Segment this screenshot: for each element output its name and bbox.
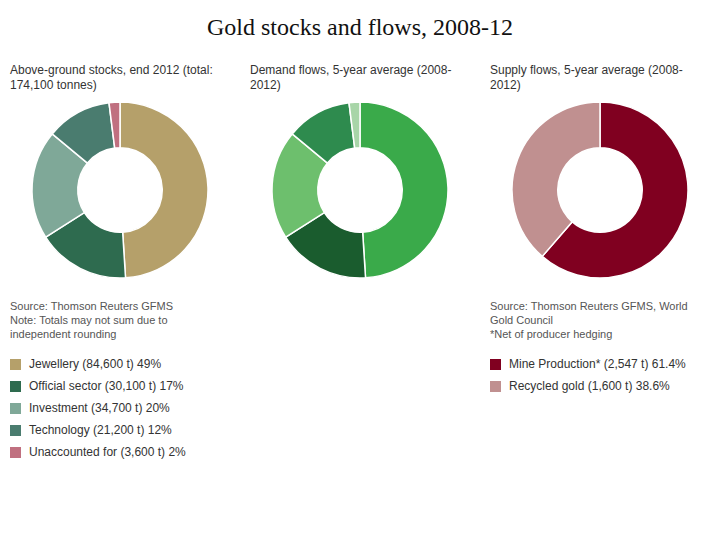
legend-label: Mine Production* (2,547 t) 61.4%: [509, 357, 686, 371]
legend-label: Jewellery (84,600 t) 49%: [29, 357, 161, 371]
legend-label: Official sector (30,100 t) 17%: [29, 379, 184, 393]
legend-swatch: [490, 381, 501, 392]
annotation: Source: Thomson Reuters GFMS: [10, 299, 230, 313]
legend-swatch: [10, 447, 21, 458]
legend-swatch: [10, 381, 21, 392]
slices: [512, 102, 688, 278]
legend-label: Unaccounted for (3,600 t) 2%: [29, 445, 186, 459]
chart-title: Supply flows, 5-year average (2008-2012): [490, 63, 710, 95]
chart: [10, 95, 230, 285]
legend-item: Technology (21,200 t) 12%: [10, 419, 230, 441]
legend-swatch: [10, 359, 21, 370]
legend-swatch: [10, 403, 21, 414]
legend: Mine Production* (2,547 t) 61.4% Recycled…: [490, 353, 710, 397]
chart-row: Above-ground stocks, end 2012 (total: 17…: [0, 63, 720, 285]
notes-column: Source: Thomson Reuters GFMS, World Gold…: [480, 299, 720, 463]
chart: [490, 95, 710, 285]
legend-item: Investment (34,700 t) 20%: [10, 397, 230, 419]
legend-item: Unaccounted for (3,600 t) 2%: [10, 441, 230, 463]
legend-item: Official sector (30,100 t) 17%: [10, 375, 230, 397]
legend-swatch: [10, 425, 21, 436]
chart: [250, 95, 470, 285]
legend-item: Jewellery (84,600 t) 49%: [10, 353, 230, 375]
notes-column: [240, 299, 480, 463]
annotation: Source: Thomson Reuters GFMS, World Gold…: [490, 299, 710, 327]
page: Gold stocks and flows, 2008-12 Above-grou…: [0, 0, 720, 540]
slice: [109, 102, 120, 148]
legend-item: Mine Production* (2,547 t) 61.4%: [490, 353, 710, 375]
legend: Jewellery (84,600 t) 49% Official sector …: [10, 353, 230, 463]
chart-column: Above-ground stocks, end 2012 (total: 17…: [0, 63, 240, 285]
slice: [120, 102, 208, 278]
legend-swatch: [490, 359, 501, 370]
slice: [52, 103, 115, 163]
slice: [512, 102, 600, 256]
page-title: Gold stocks and flows, 2008-12: [0, 14, 720, 41]
chart-column: Demand flows, 5-year average (2008-2012): [240, 63, 480, 285]
slices: [32, 102, 208, 278]
chart-title: Demand flows, 5-year average (2008-2012): [250, 63, 470, 95]
legend-item: Recycled gold (1,600 t) 38.6%: [490, 375, 710, 397]
slices: [272, 102, 448, 278]
slice: [349, 102, 360, 148]
legend-label: Investment (34,700 t) 20%: [29, 401, 170, 415]
legend-label: Recycled gold (1,600 t) 38.6%: [509, 379, 670, 393]
annotation: Note: Totals may not sum due to independ…: [10, 313, 230, 341]
annotation: *Net of producer hedging: [490, 327, 710, 341]
slice: [292, 103, 355, 163]
notes-column: Source: Thomson Reuters GFMSNote: Totals…: [0, 299, 240, 463]
legend-label: Technology (21,200 t) 12%: [29, 423, 172, 437]
slice: [360, 102, 448, 278]
chart-column: Supply flows, 5-year average (2008-2012): [480, 63, 720, 285]
chart-title: Above-ground stocks, end 2012 (total: 17…: [10, 63, 230, 95]
notes-row: Source: Thomson Reuters GFMSNote: Totals…: [0, 299, 720, 463]
